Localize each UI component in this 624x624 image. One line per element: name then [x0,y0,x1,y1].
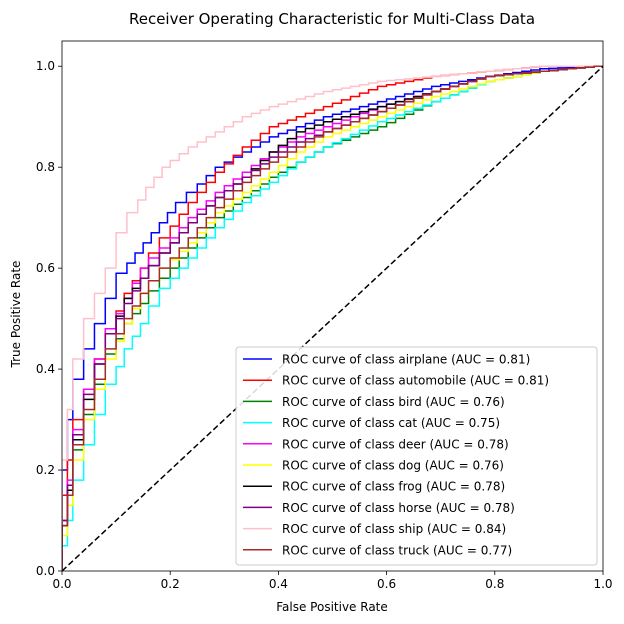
y-tick-label: 1.0 [36,59,55,73]
legend: ROC curve of class airplane (AUC = 0.81)… [235,346,598,566]
x-tick-label: 1.0 [593,577,612,591]
legend-label: ROC curve of class truck (AUC = 0.77) [282,543,512,557]
roc-curve-truck [62,65,603,571]
roc-curve-airplane [62,65,603,571]
legend-label: ROC curve of class ship (AUC = 0.84) [282,522,506,536]
y-tick-label: 0.8 [36,160,55,174]
legend-label: ROC curve of class horse (AUC = 0.78) [282,501,515,515]
roc-curve-ship [62,65,603,571]
y-tick-label: 0.6 [36,261,55,275]
x-tick-label: 0.0 [52,577,71,591]
x-tick-label: 0.4 [269,577,288,591]
x-tick-label: 0.2 [161,577,180,591]
legend-label: ROC curve of class frog (AUC = 0.78) [282,480,505,494]
legend-label: ROC curve of class dog (AUC = 0.76) [282,459,504,473]
plot-area [62,65,603,571]
legend-box [235,346,598,566]
y-tick-label: 0.0 [36,564,55,578]
legend-label: ROC curve of class airplane (AUC = 0.81) [282,353,530,367]
y-axis-label: True Positive Rate [9,261,23,369]
axes: 0.0 0.2 0.4 0.6 0.8 1.0 0.0 0.2 0.4 0.6 0.8 1.0 [36,40,613,591]
y-tick-label: 0.4 [36,362,55,376]
x-tick-label: 0.6 [377,577,396,591]
plot-frame [61,40,604,572]
legend-label: ROC curve of class automobile (AUC = 0.8… [282,374,549,388]
x-axis-label: False Positive Rate [276,600,388,614]
x-tick-label: 0.8 [485,577,504,591]
chance-diagonal-line [62,65,603,571]
chart-title: Receiver Operating Characteristic for Mu… [129,10,535,28]
y-tick-label: 0.2 [36,463,55,477]
legend-label: ROC curve of class deer (AUC = 0.78) [282,437,509,451]
curves [62,65,603,571]
legend-label: ROC curve of class cat (AUC = 0.75) [282,416,500,430]
legend-label: ROC curve of class bird (AUC = 0.76) [282,395,505,409]
